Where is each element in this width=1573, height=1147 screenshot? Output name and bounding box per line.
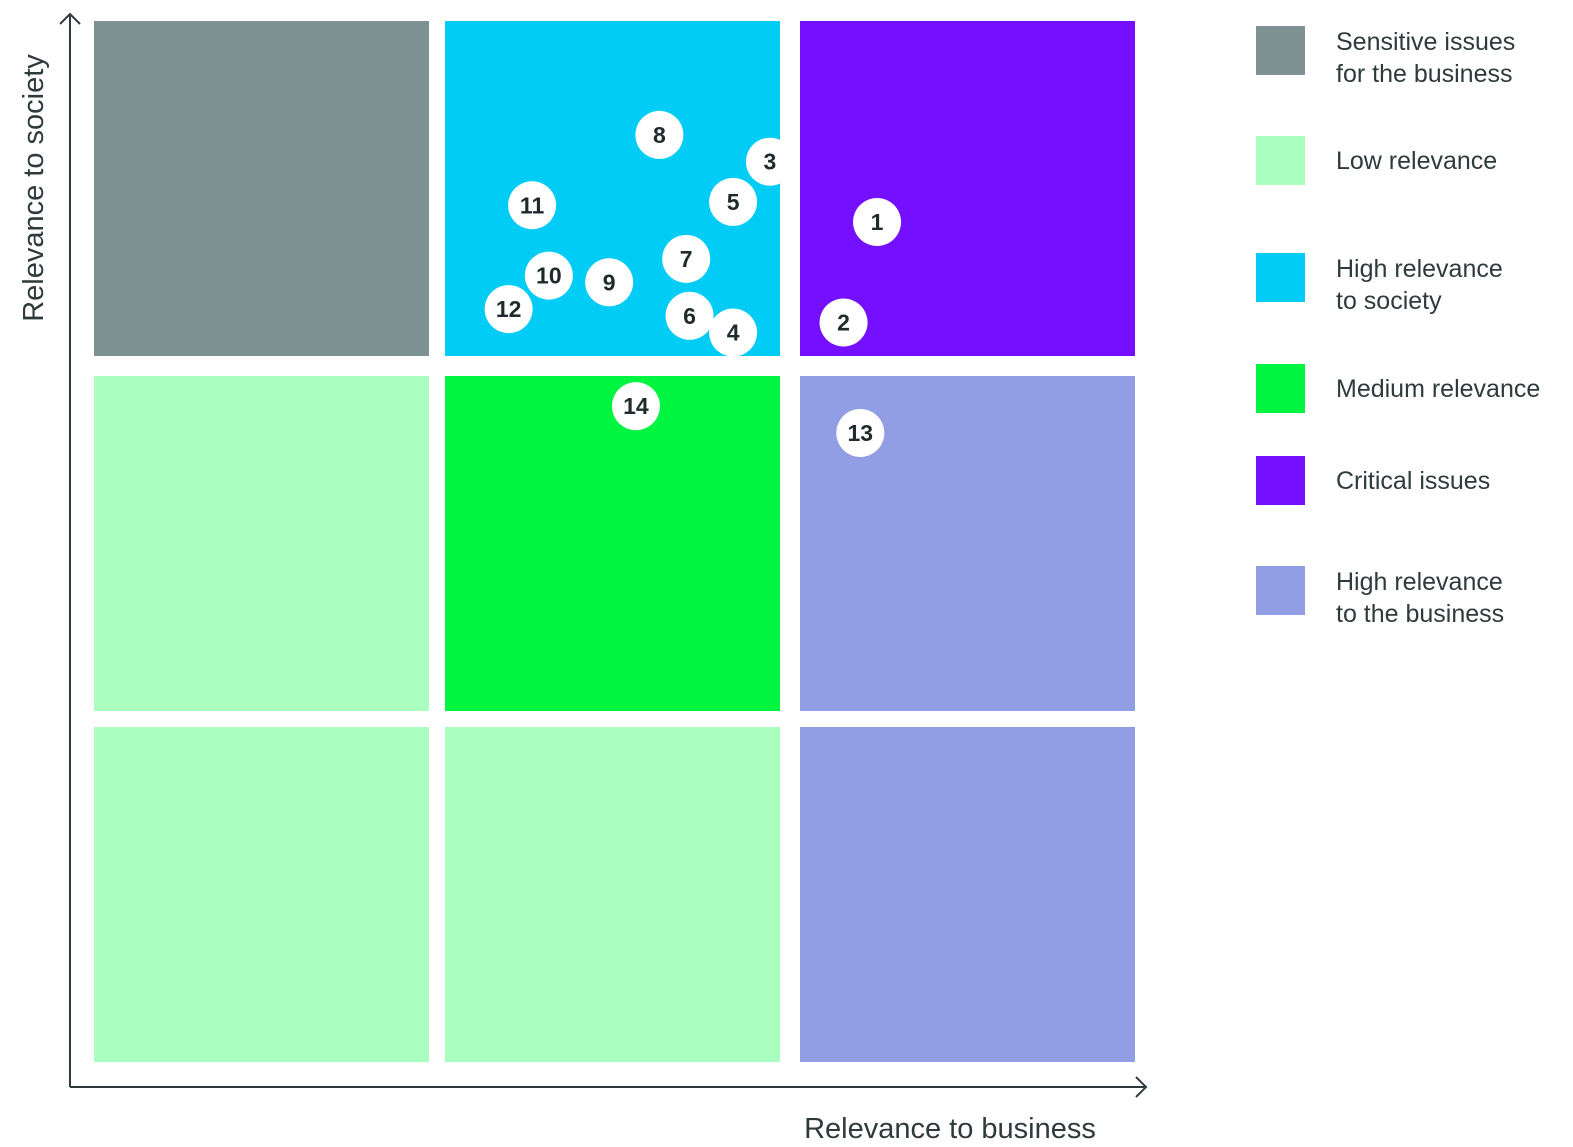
- issue-point-1: 1: [853, 198, 902, 246]
- matrix-cell-r2-c2: [800, 21, 1135, 356]
- issue-point-7: 7: [662, 234, 711, 283]
- issue-point-9: 9: [585, 258, 634, 307]
- legend: Sensitive issues for the business Low rel…: [1256, 0, 1573, 700]
- issue-point-2: 2: [819, 298, 868, 347]
- issue-point-marker: [819, 298, 868, 347]
- legend-swatch: [1256, 136, 1305, 185]
- issue-point-marker: [635, 110, 684, 159]
- issue-point-5: 5: [709, 177, 758, 226]
- issue-point-14: 14: [611, 382, 660, 431]
- legend-label: Low relevance: [1336, 147, 1498, 175]
- issue-point-10: 10: [524, 251, 573, 300]
- issue-point-marker: [709, 308, 758, 357]
- issue-point-label: 2: [837, 310, 850, 336]
- legend-swatch: [1256, 253, 1305, 302]
- legend-item: Low relevance: [1256, 136, 1573, 192]
- matrix-cell-r0-c2: [800, 727, 1135, 1062]
- issue-point-marker: [611, 382, 660, 431]
- legend-label: High relevance to the business: [1336, 568, 1505, 628]
- issue-point-label: 9: [603, 269, 616, 295]
- issue-point-marker: [585, 258, 634, 307]
- issue-point-label: 12: [496, 296, 522, 322]
- issue-point-12: 12: [484, 285, 533, 334]
- legend-item: Medium relevance: [1256, 364, 1573, 420]
- issue-point-marker: [665, 291, 714, 340]
- legend-swatch: [1256, 364, 1305, 413]
- issue-point-label: 1: [871, 209, 884, 235]
- matrix-cell-r1-c1: [445, 376, 780, 711]
- y-axis-label: Relevance to society: [18, 54, 50, 322]
- matrix-cell-r0-c1: [445, 727, 780, 1062]
- matrix-cells: [94, 21, 1135, 1062]
- legend-label: Sensitive issues for the business: [1336, 28, 1516, 88]
- issue-point-label: 6: [683, 303, 696, 329]
- issue-point-marker: [745, 137, 794, 186]
- x-axis-arrow: [1135, 1076, 1148, 1098]
- issue-point-label: 13: [848, 420, 874, 446]
- issue-point-label: 8: [653, 122, 666, 148]
- legend-item: High relevance to society: [1256, 253, 1573, 315]
- legend-item: High relevance to the business: [1256, 566, 1573, 628]
- legend-swatch: [1256, 26, 1305, 75]
- issue-point-marker: [662, 234, 711, 283]
- matrix-cell-r1-c0: [94, 376, 429, 711]
- issue-point-marker: [508, 181, 557, 230]
- issue-point-marker: [836, 408, 885, 457]
- issue-point-3: 3: [745, 137, 794, 186]
- legend-label: Critical issues: [1336, 467, 1491, 495]
- issue-point-marker: [853, 198, 902, 246]
- issue-point-marker: [524, 251, 573, 300]
- legend-swatch: [1256, 566, 1305, 615]
- issue-point-marker: [484, 285, 533, 334]
- issue-point-13: 13: [836, 408, 885, 457]
- issue-point-11: 11: [508, 181, 557, 230]
- issue-point-label: 7: [680, 246, 693, 272]
- issue-point-6: 6: [665, 291, 714, 340]
- issue-point-label: 11: [520, 192, 545, 218]
- legend-swatch: [1256, 456, 1305, 505]
- issue-point-4: 4: [709, 308, 758, 357]
- issue-point-label: 10: [536, 263, 562, 289]
- matrix-cell-r0-c0: [94, 727, 429, 1062]
- issue-point-label: 4: [727, 320, 740, 346]
- x-axis-label: Relevance to business: [804, 1113, 1096, 1145]
- legend-label: High relevance to society: [1336, 255, 1503, 315]
- matrix-cell-r2-c0: [94, 21, 429, 356]
- legend-item: Critical issues: [1256, 456, 1573, 512]
- issue-point-label: 5: [727, 189, 740, 215]
- issue-point-label: 3: [764, 149, 777, 175]
- legend-item: Sensitive issues for the business: [1256, 26, 1573, 88]
- y-axis-arrow: [59, 12, 81, 25]
- axes: Relevance to business Relevance to socie…: [18, 12, 1148, 1145]
- issue-point-label: 14: [623, 393, 649, 419]
- issue-point-marker: [709, 177, 758, 226]
- legend-label: Medium relevance: [1336, 375, 1541, 403]
- issue-point-8: 8: [635, 110, 684, 159]
